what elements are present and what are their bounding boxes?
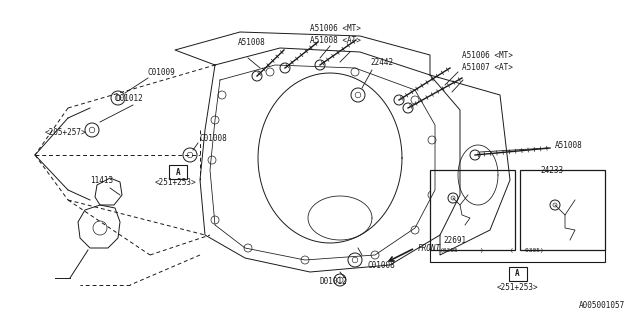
Text: C01008: C01008 — [368, 260, 396, 269]
Text: A51007 <AT>: A51007 <AT> — [462, 62, 513, 71]
Text: A51008: A51008 — [555, 140, 583, 149]
Text: 22442: 22442 — [370, 58, 393, 67]
FancyBboxPatch shape — [509, 267, 527, 281]
Text: A: A — [176, 167, 180, 177]
Text: A: A — [515, 269, 520, 278]
Text: D01012: D01012 — [115, 93, 143, 102]
Text: C01008: C01008 — [200, 133, 228, 142]
Text: ): ) — [480, 247, 484, 252]
Text: (  -0305): ( -0305) — [510, 247, 544, 252]
Text: 11413: 11413 — [90, 175, 113, 185]
FancyBboxPatch shape — [169, 165, 187, 179]
Text: A51008: A51008 — [238, 37, 266, 46]
Bar — [520, 170, 605, 250]
Text: C01009: C01009 — [148, 68, 176, 76]
Text: A005001057: A005001057 — [579, 301, 625, 310]
Text: FRONT: FRONT — [418, 244, 441, 252]
Text: A51008 <AT>: A51008 <AT> — [310, 36, 361, 44]
Text: (0305-: (0305- — [440, 247, 463, 252]
Text: 24233: 24233 — [540, 165, 563, 174]
Text: <205+257>: <205+257> — [45, 127, 86, 137]
Text: <251+253>: <251+253> — [155, 178, 196, 187]
Text: A51006 <MT>: A51006 <MT> — [462, 51, 513, 60]
Text: A51006 <MT>: A51006 <MT> — [310, 23, 361, 33]
Text: D01012: D01012 — [320, 277, 348, 286]
Bar — [430, 170, 515, 250]
Text: <251+253>: <251+253> — [497, 284, 538, 292]
Text: 22691: 22691 — [444, 236, 467, 244]
